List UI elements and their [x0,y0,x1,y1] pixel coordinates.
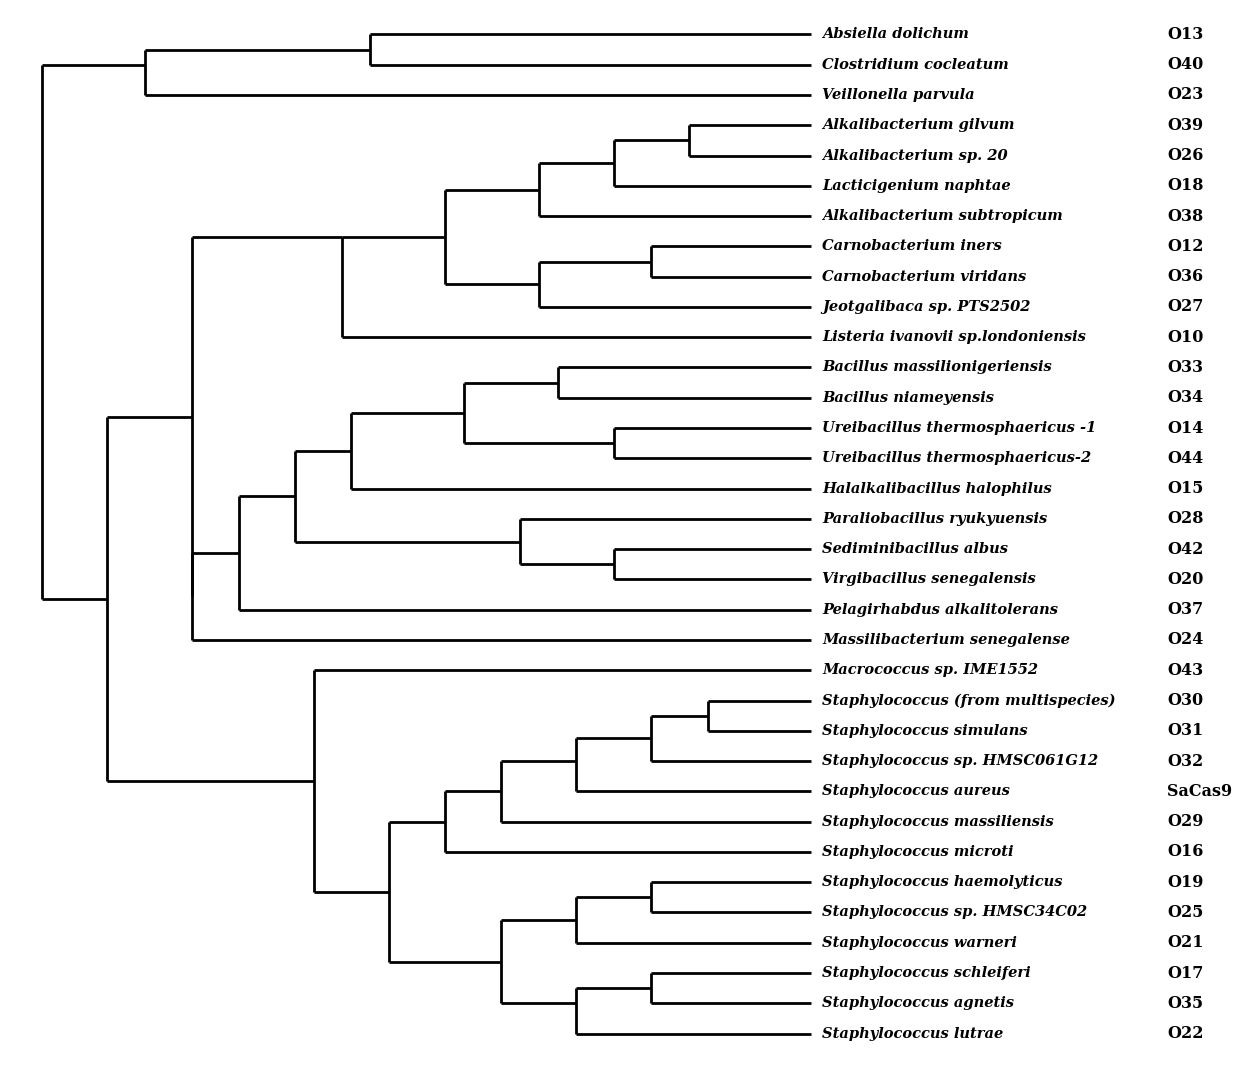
Text: Halalkalibacillus halophilus: Halalkalibacillus halophilus [822,482,1052,496]
Text: Staphylococcus microti: Staphylococcus microti [822,845,1013,859]
Text: Staphylococcus warneri: Staphylococcus warneri [822,936,1017,949]
Text: Ureibacillus thermosphaericus-2: Ureibacillus thermosphaericus-2 [822,452,1091,466]
Text: Carnobacterium viridans: Carnobacterium viridans [822,269,1027,284]
Text: O22: O22 [1167,1025,1204,1042]
Text: O23: O23 [1167,87,1204,104]
Text: O40: O40 [1167,57,1204,74]
Text: Alkalibacterium subtropicum: Alkalibacterium subtropicum [822,209,1063,223]
Text: Bacillus massilionigeriensis: Bacillus massilionigeriensis [822,361,1052,375]
Text: O29: O29 [1167,813,1204,830]
Text: Carnobacterium iners: Carnobacterium iners [822,239,1002,253]
Text: Clostridium cocleatum: Clostridium cocleatum [822,58,1009,72]
Text: O10: O10 [1167,329,1204,346]
Text: O14: O14 [1167,420,1204,437]
Text: O38: O38 [1167,207,1204,224]
Text: Staphylococcus sp. HMSC061G12: Staphylococcus sp. HMSC061G12 [822,754,1099,768]
Text: O17: O17 [1167,964,1204,981]
Text: O43: O43 [1167,662,1203,679]
Text: Staphylococcus schleiferi: Staphylococcus schleiferi [822,965,1030,980]
Text: Massilibacterium senegalense: Massilibacterium senegalense [822,633,1070,647]
Text: Staphylococcus aureus: Staphylococcus aureus [822,784,1009,799]
Text: O33: O33 [1167,359,1203,376]
Text: O26: O26 [1167,147,1204,164]
Text: O15: O15 [1167,481,1204,497]
Text: O24: O24 [1167,631,1204,648]
Text: SaCas9: SaCas9 [1167,783,1233,800]
Text: O28: O28 [1167,511,1204,528]
Text: Virgibacillus senegalensis: Virgibacillus senegalensis [822,572,1035,586]
Text: Staphylococcus sp. HMSC34C02: Staphylococcus sp. HMSC34C02 [822,906,1087,920]
Text: Macrococcus sp. IME1552: Macrococcus sp. IME1552 [822,663,1038,677]
Text: Veillonella parvula: Veillonella parvula [822,88,975,103]
Text: O42: O42 [1167,540,1204,557]
Text: Staphylococcus haemolyticus: Staphylococcus haemolyticus [822,875,1063,890]
Text: Alkalibacterium sp. 20: Alkalibacterium sp. 20 [822,148,1008,162]
Text: O16: O16 [1167,844,1204,861]
Text: O44: O44 [1167,450,1204,467]
Text: Paraliobacillus ryukyuensis: Paraliobacillus ryukyuensis [822,512,1048,525]
Text: Absiella dolichum: Absiella dolichum [822,28,968,42]
Text: O19: O19 [1167,874,1204,891]
Text: Alkalibacterium gilvum: Alkalibacterium gilvum [822,119,1014,132]
Text: Staphylococcus simulans: Staphylococcus simulans [822,724,1028,738]
Text: Staphylococcus massiliensis: Staphylococcus massiliensis [822,815,1054,829]
Text: O30: O30 [1167,692,1203,709]
Text: O39: O39 [1167,116,1203,134]
Text: Pelagirhabdus alkalitolerans: Pelagirhabdus alkalitolerans [822,602,1058,616]
Text: O31: O31 [1167,722,1204,739]
Text: Bacillus niameyensis: Bacillus niameyensis [822,391,994,405]
Text: O25: O25 [1167,904,1204,921]
Text: Staphylococcus agnetis: Staphylococcus agnetis [822,996,1014,1010]
Text: Listeria ivanovii sp.londoniensis: Listeria ivanovii sp.londoniensis [822,330,1086,344]
Text: Ureibacillus thermosphaericus -1: Ureibacillus thermosphaericus -1 [822,421,1096,435]
Text: O12: O12 [1167,238,1204,255]
Text: O32: O32 [1167,753,1204,770]
Text: Staphylococcus lutrae: Staphylococcus lutrae [822,1026,1003,1040]
Text: O36: O36 [1167,268,1203,285]
Text: Staphylococcus (from multispecies): Staphylococcus (from multispecies) [822,693,1116,708]
Text: Lacticigenium naphtae: Lacticigenium naphtae [822,178,1011,193]
Text: O21: O21 [1167,934,1204,952]
Text: O27: O27 [1167,298,1204,315]
Text: O37: O37 [1167,601,1203,618]
Text: Sediminibacillus albus: Sediminibacillus albus [822,543,1008,556]
Text: O20: O20 [1167,571,1204,587]
Text: O34: O34 [1167,389,1203,406]
Text: Jeotgalibaca sp. PTS2502: Jeotgalibaca sp. PTS2502 [822,300,1030,314]
Text: O35: O35 [1167,994,1203,1011]
Text: O13: O13 [1167,26,1204,43]
Text: O18: O18 [1167,177,1204,194]
